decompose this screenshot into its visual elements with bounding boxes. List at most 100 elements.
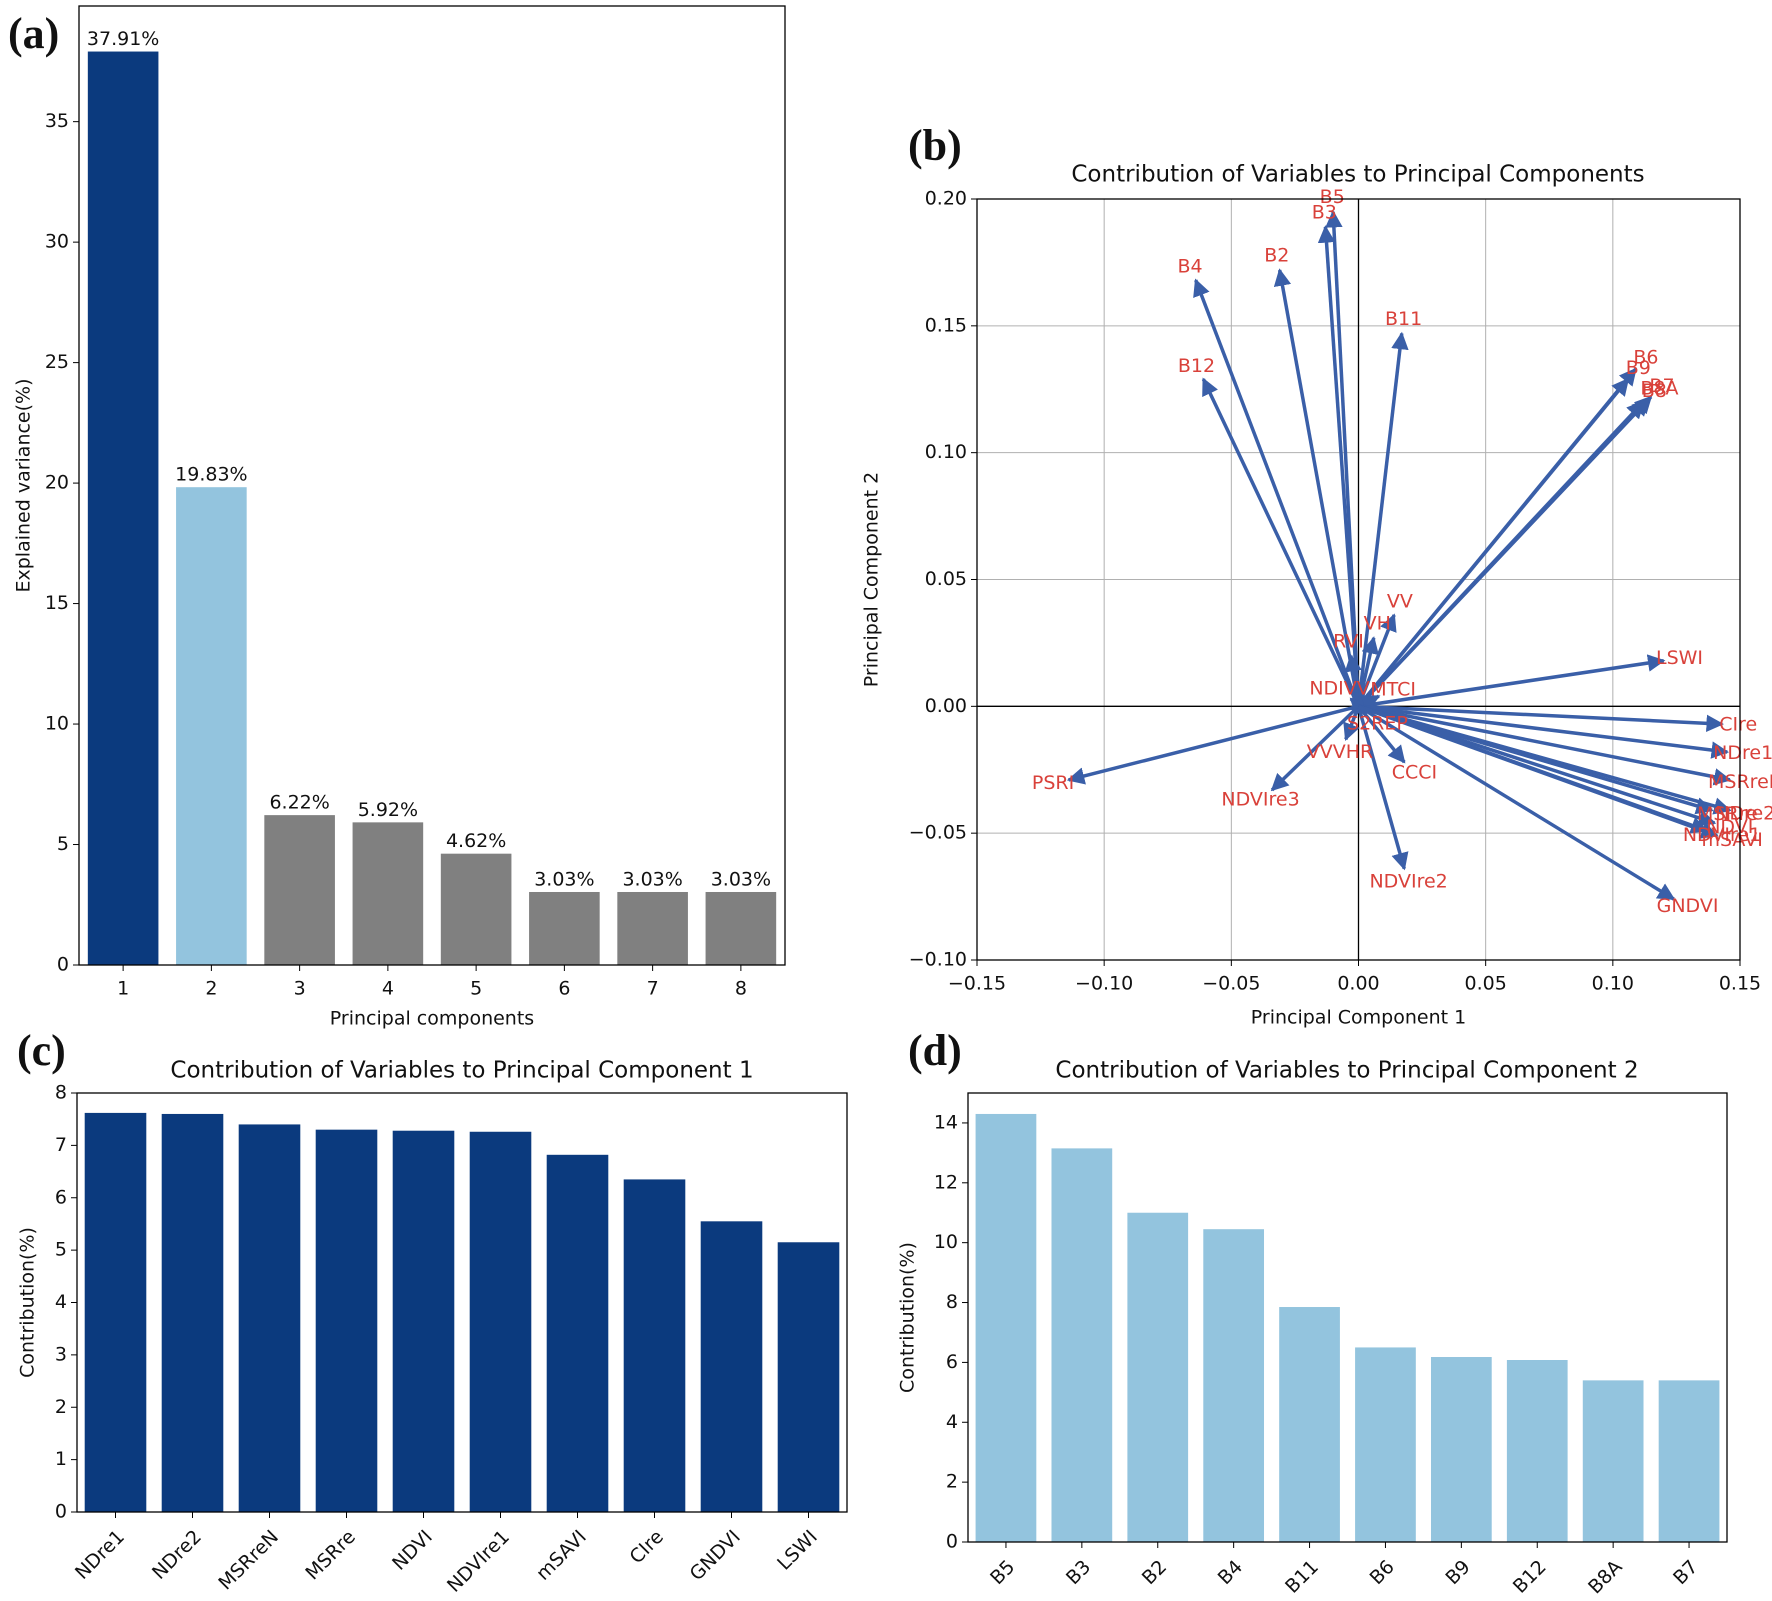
- arrow-label: MTCI: [1370, 678, 1416, 700]
- y-axis-label: Explained variance(%): [13, 378, 35, 592]
- value-label: 3.03%: [534, 868, 594, 890]
- arrow: [1356, 636, 1379, 707]
- x-tick-label: −0.05: [1202, 973, 1260, 995]
- axes-frame: [78, 5, 786, 966]
- y-tick-label: 2: [55, 1396, 67, 1418]
- x-tick-label: 6: [558, 978, 570, 1000]
- x-axis-label: Principal Component 1: [1251, 1007, 1466, 1029]
- y-tick-label: 2: [946, 1471, 958, 1493]
- x-tick-label: MSRre: [301, 1526, 360, 1585]
- x-tick-label: 1: [117, 978, 129, 1000]
- arrow-label: NDVIre2: [1369, 871, 1447, 893]
- y-axis-label: Contribution(%): [17, 1227, 39, 1378]
- y-tick-label: 14: [934, 1111, 958, 1133]
- arrow: [1201, 377, 1361, 708]
- arrow-label: PSRI: [1032, 772, 1074, 794]
- arrow-label: B2: [1264, 245, 1289, 267]
- arrow: [1317, 225, 1361, 707]
- arrow-label: MSRre: [1697, 803, 1758, 825]
- x-tick-label: NDVIre1: [443, 1526, 514, 1597]
- y-tick-label: 8: [946, 1291, 958, 1313]
- arrow-label: GNDVI: [1657, 895, 1719, 917]
- arrow: [1358, 704, 1714, 815]
- y-tick-label: 5: [55, 1239, 67, 1261]
- axes-frame: [976, 198, 1741, 961]
- y-tick-label: 15: [45, 592, 69, 614]
- bar: [705, 891, 777, 965]
- y-tick-label: 0.15: [925, 314, 967, 336]
- arrow-label: B6: [1633, 347, 1658, 369]
- y-tick-label: 3: [55, 1343, 67, 1365]
- x-tick-label: 0.00: [1337, 973, 1379, 995]
- bar: [87, 51, 159, 965]
- arrow-label: NDre2: [1715, 803, 1772, 825]
- x-tick-label: 7: [647, 978, 659, 1000]
- y-tick-label: 0.20: [925, 188, 967, 210]
- arrow-label: B3: [1312, 201, 1337, 223]
- arrow-label: NDre1: [1713, 742, 1772, 764]
- bar: [1430, 1357, 1492, 1542]
- y-tick-label: 0: [946, 1531, 958, 1553]
- chart-title: Contribution of Variables to Principal C…: [1055, 1058, 1638, 1084]
- bar: [161, 1113, 224, 1512]
- bar: [1658, 1380, 1720, 1542]
- panel-label: (a): [8, 9, 59, 58]
- y-tick-label: 4: [55, 1291, 67, 1313]
- x-tick-label: B8A: [1584, 1556, 1627, 1599]
- bar: [529, 891, 600, 965]
- bar: [1279, 1307, 1340, 1542]
- x-tick-label: 0.05: [1465, 973, 1507, 995]
- value-label: 5.92%: [358, 799, 418, 821]
- panel-label: (d): [908, 1026, 962, 1075]
- bar: [1127, 1212, 1189, 1542]
- panel-label: (b): [908, 121, 962, 170]
- axes-frame: [967, 1092, 1728, 1543]
- y-tick-label: 0.00: [925, 695, 967, 717]
- arrow-label: B8: [1642, 380, 1667, 402]
- arrow-label: NDVI: [1706, 816, 1753, 838]
- x-tick-label: 0.10: [1592, 973, 1634, 995]
- bar: [1355, 1347, 1416, 1542]
- x-tick-label: 5: [470, 978, 482, 1000]
- axes-frame: [76, 1092, 848, 1513]
- value-label: 6.22%: [269, 792, 329, 814]
- x-axis-label: Principal components: [330, 1008, 534, 1030]
- bar: [315, 1129, 378, 1512]
- y-tick-label: 0.10: [925, 441, 967, 463]
- y-tick-label: 30: [45, 231, 69, 253]
- arrow: [1357, 704, 1717, 827]
- chart-title: Contribution of Variables to Principal C…: [170, 1058, 753, 1084]
- arrow-label: NDVIre3: [1221, 788, 1299, 810]
- y-tick-label: 12: [934, 1171, 958, 1193]
- x-tick-label: 3: [294, 978, 306, 1000]
- arrow: [1358, 704, 1724, 733]
- arrow: [1357, 398, 1650, 708]
- arrow-label: CIre: [1719, 713, 1757, 735]
- bar: [777, 1242, 840, 1512]
- y-tick-label: −0.05: [909, 822, 967, 844]
- arrow-label: B8A: [1640, 378, 1678, 400]
- arrow-label: mSAVI: [1702, 829, 1763, 851]
- bar: [1582, 1380, 1644, 1542]
- value-label: 37.91%: [87, 28, 159, 50]
- y-axis-label: Contribution(%): [897, 1242, 919, 1393]
- x-tick-label: B3: [1062, 1556, 1095, 1589]
- y-axis-label: Principal Component 2: [861, 472, 883, 687]
- value-label: 3.03%: [622, 868, 682, 890]
- x-tick-label: B6: [1366, 1556, 1399, 1589]
- arrow: [1357, 704, 1676, 901]
- arrow-label: B7: [1649, 375, 1674, 397]
- arrow: [1357, 704, 1719, 839]
- x-tick-label: NDre1: [71, 1526, 129, 1584]
- arrow-label: B4: [1177, 256, 1202, 278]
- bar: [469, 1131, 532, 1512]
- arrow: [1357, 705, 1406, 764]
- arrow: [1358, 704, 1730, 759]
- arrow-label: NDIVV: [1309, 677, 1369, 699]
- bar: [84, 1112, 147, 1512]
- x-tick-label: −0.15: [948, 973, 1006, 995]
- x-tick-label: NDre2: [148, 1526, 206, 1584]
- x-tick-label: 2: [205, 978, 217, 1000]
- x-tick-label: 4: [382, 978, 394, 1000]
